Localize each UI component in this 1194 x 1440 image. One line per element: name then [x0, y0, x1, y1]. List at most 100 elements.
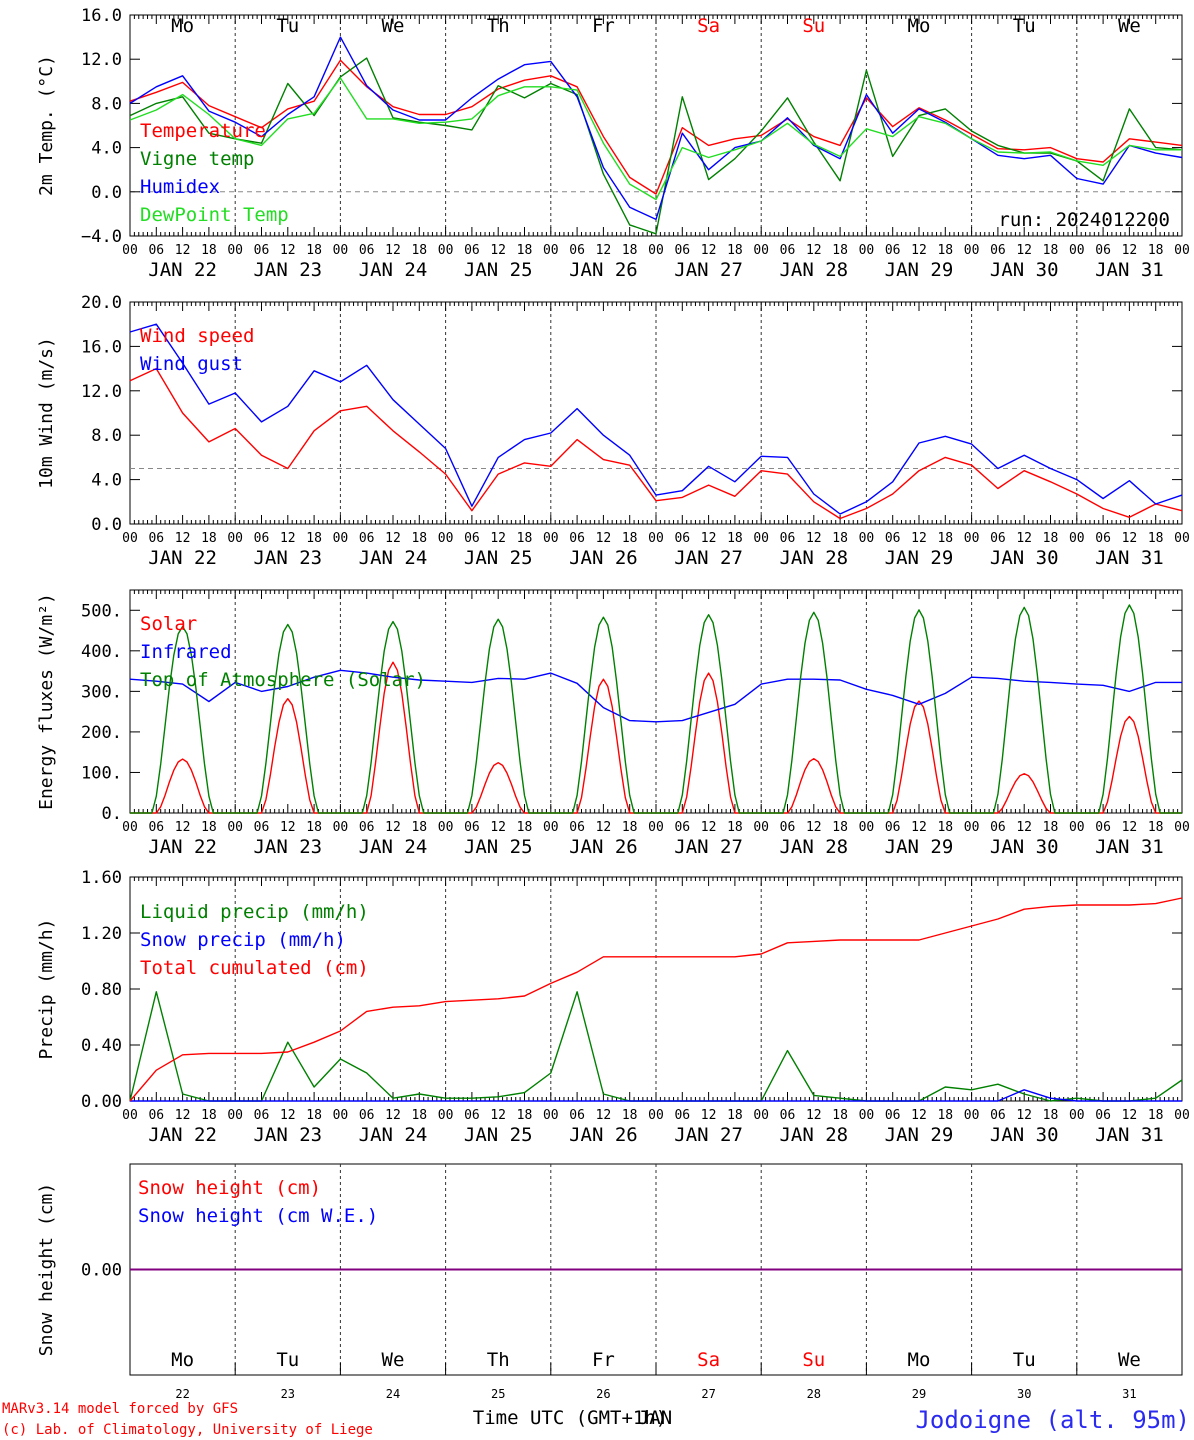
x-axis-title-overlay: JAN — [638, 1407, 672, 1429]
weekday-label: Tu — [276, 15, 299, 37]
hour-tick-label: 06 — [569, 820, 585, 835]
day-tick-label: JAN 27 — [674, 1124, 743, 1146]
model-credit: MARv3.14 model forced by GFS — [2, 1401, 238, 1417]
hour-tick-label: 06 — [464, 1108, 480, 1123]
hour-tick-label: 12 — [806, 243, 822, 258]
legend-entry: DewPoint Temp — [140, 204, 289, 226]
hour-tick-label: 18 — [411, 1108, 427, 1123]
legend-entry: Temperature — [140, 120, 266, 142]
hour-tick-label: 00 — [438, 1108, 454, 1123]
hour-tick-label: 12 — [175, 531, 191, 546]
hour-tick-label: 12 — [596, 820, 612, 835]
hour-tick-label: 12 — [911, 243, 927, 258]
day-tick-label: JAN 27 — [674, 547, 743, 569]
hour-tick-label: 00 — [333, 1108, 349, 1123]
day-tick-label: JAN 27 — [674, 836, 743, 858]
hour-tick-label: 06 — [254, 531, 270, 546]
day-number-label: 29 — [912, 1387, 926, 1401]
hour-tick-label: 18 — [937, 531, 953, 546]
series-line — [129, 57, 1183, 235]
day-tick-label: JAN 29 — [885, 259, 954, 281]
hour-tick-label: 12 — [911, 531, 927, 546]
day-tick-label: JAN 24 — [359, 547, 428, 569]
hour-tick-label: 18 — [306, 531, 322, 546]
hour-tick-label: 00 — [1069, 243, 1085, 258]
hour-tick-label: 06 — [1095, 243, 1111, 258]
hour-tick-label: 00 — [438, 820, 454, 835]
series-line — [130, 604, 1182, 814]
hour-tick-label: 06 — [569, 243, 585, 258]
hour-tick-label: 12 — [1016, 820, 1032, 835]
hour-tick-label: 18 — [201, 820, 217, 835]
day-number-label: 24 — [386, 1387, 400, 1401]
hour-tick-label: 06 — [780, 820, 796, 835]
hour-tick-label: 12 — [596, 243, 612, 258]
hour-tick-label: 12 — [1122, 243, 1138, 258]
hour-tick-label: 12 — [806, 820, 822, 835]
day-tick-label: JAN 30 — [990, 547, 1059, 569]
weekday-label: Mo — [908, 15, 931, 37]
hour-tick-label: 06 — [569, 531, 585, 546]
hour-tick-label: 00 — [333, 243, 349, 258]
hour-tick-label: 06 — [1095, 820, 1111, 835]
hour-tick-label: 06 — [990, 531, 1006, 546]
hour-tick-label: 00 — [1174, 1108, 1190, 1123]
day-tick-label: JAN 22 — [148, 259, 217, 281]
day-number-label: 26 — [596, 1387, 610, 1401]
y-tick-label: 400. — [81, 642, 122, 662]
hour-tick-label: 12 — [385, 820, 401, 835]
hour-tick-label: 06 — [464, 531, 480, 546]
meteogram-footer: MARv3.14 model forced by GFS (c) Lab. of… — [2, 1401, 1190, 1438]
day-tick-label: JAN 30 — [990, 1124, 1059, 1146]
y-tick-label: 4.0 — [91, 139, 122, 159]
hour-tick-label: 18 — [622, 243, 638, 258]
y-tick-label: 12.0 — [81, 382, 122, 402]
hour-tick-label: 12 — [1122, 531, 1138, 546]
day-tick-label: JAN 22 — [148, 547, 217, 569]
hour-tick-label: 00 — [122, 1108, 138, 1123]
hour-tick-label: 06 — [254, 820, 270, 835]
hour-tick-label: 12 — [701, 243, 717, 258]
hour-tick-label: 06 — [674, 1108, 690, 1123]
hour-tick-label: 18 — [622, 1108, 638, 1123]
hour-tick-label: 00 — [859, 820, 875, 835]
hour-tick-label: 00 — [648, 531, 664, 546]
y-tick-label: 8.0 — [91, 426, 122, 446]
day-tick-label: JAN 22 — [148, 836, 217, 858]
hour-tick-label: 18 — [832, 243, 848, 258]
legend-entry: Infrared — [140, 641, 232, 663]
hour-tick-label: 12 — [806, 531, 822, 546]
hour-tick-label: 12 — [490, 820, 506, 835]
hour-tick-label: 00 — [543, 243, 559, 258]
series-line — [129, 323, 1183, 515]
hour-tick-label: 06 — [780, 531, 796, 546]
hour-tick-label: 18 — [832, 1108, 848, 1123]
hour-tick-label: 00 — [859, 531, 875, 546]
hour-tick-label: 00 — [227, 531, 243, 546]
hour-tick-label: 06 — [359, 1108, 375, 1123]
hour-tick-label: 18 — [201, 1108, 217, 1123]
y-tick-label: 300. — [81, 682, 122, 702]
hour-tick-label: 00 — [227, 820, 243, 835]
hour-tick-label: 12 — [280, 1108, 296, 1123]
day-tick-label: JAN 31 — [1095, 1124, 1164, 1146]
hour-tick-label: 12 — [701, 531, 717, 546]
hour-tick-label: 12 — [490, 243, 506, 258]
hour-tick-label: 00 — [648, 1108, 664, 1123]
legend-entry: Vigne temp — [140, 148, 254, 170]
hour-tick-label: 06 — [780, 243, 796, 258]
hour-tick-label: 00 — [1174, 820, 1190, 835]
y-tick-label: 4.0 — [91, 471, 122, 491]
day-tick-label: JAN 25 — [464, 547, 533, 569]
weekday-label: Tu — [276, 1349, 299, 1371]
hour-tick-label: 18 — [201, 531, 217, 546]
series-line — [130, 1089, 1182, 1102]
y-axis-label: 10m Wind (m/s) — [36, 337, 57, 489]
series-line — [129, 367, 1183, 520]
day-number-label: 25 — [491, 1387, 505, 1401]
hour-tick-label: 00 — [753, 820, 769, 835]
hour-tick-label: 00 — [543, 1108, 559, 1123]
y-tick-label: 16.0 — [81, 6, 122, 26]
